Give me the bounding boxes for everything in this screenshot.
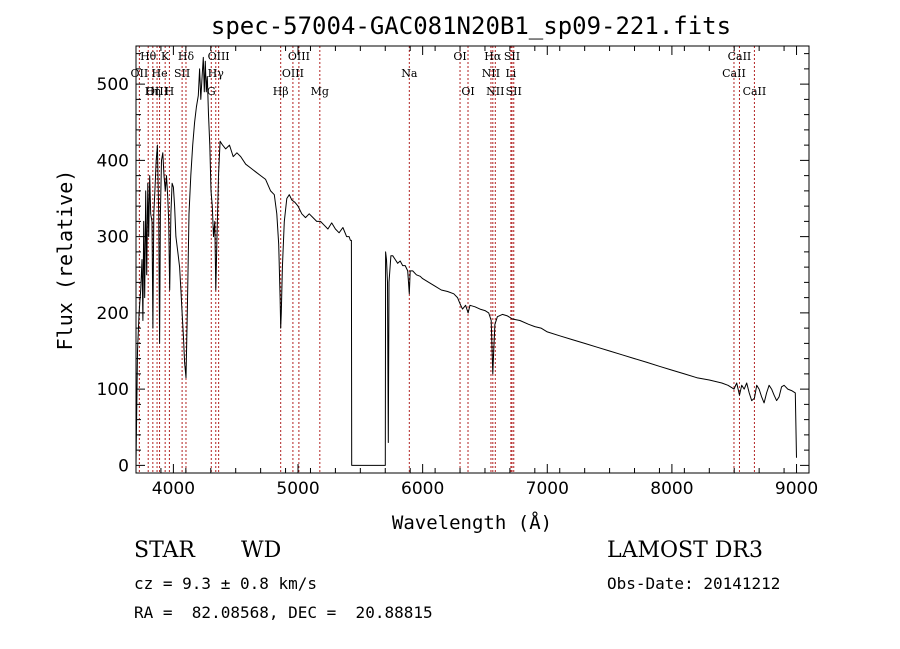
- x-tick-label: 5000: [276, 479, 319, 499]
- line-markers: [138, 46, 755, 473]
- marker-label: Na: [401, 67, 418, 80]
- marker-label: G: [207, 85, 216, 98]
- marker-label: H: [165, 85, 175, 98]
- marker-label: OIII: [288, 50, 310, 63]
- marker-label: Hθ: [140, 50, 157, 63]
- marker-label: OIII: [208, 50, 230, 63]
- coordinates: RA = 82.08568, DEC = 20.88815: [134, 603, 433, 622]
- x-tick-label: 4000: [152, 479, 195, 499]
- marker-label: CaII: [728, 50, 752, 63]
- object-class: STAR: [134, 538, 195, 563]
- marker-label: SII: [174, 67, 190, 80]
- x-axis-label: Wavelength (Å): [392, 511, 552, 534]
- marker-label: Hη: [145, 85, 161, 98]
- spectrum-line: [135, 56, 797, 466]
- marker-label: OII: [131, 67, 149, 80]
- marker-label: SII: [506, 85, 522, 98]
- marker-label: SII: [504, 50, 520, 63]
- marker-label: OI: [461, 85, 474, 98]
- survey-name: LAMOST DR3: [607, 538, 763, 563]
- marker-label: K: [161, 50, 170, 63]
- y-axis-label: Flux (relative): [53, 170, 77, 351]
- marker-label: Hγ: [208, 67, 225, 80]
- y-tick-label: 500: [97, 75, 129, 95]
- series-group: [135, 56, 797, 466]
- x-tick-label: 9000: [775, 479, 818, 499]
- x-tick-label: 8000: [650, 479, 693, 499]
- marker-label: Mg: [311, 85, 329, 98]
- marker-label: NII: [482, 67, 500, 80]
- marker-label: CaII: [722, 67, 746, 80]
- y-tick-label: 400: [97, 151, 129, 171]
- plot-frame: [135, 45, 810, 474]
- marker-label: OI: [453, 50, 466, 63]
- marker-label: OIII: [146, 85, 168, 98]
- marker-labels: Hθ OII OIII He Hη K H SII Hδ OIII Hγ G Hβ OIII OIII Mg N…: [131, 50, 767, 98]
- marker-label: Hδ: [178, 50, 195, 63]
- y-tick-label: 300: [97, 228, 129, 248]
- x-tick-label: 7000: [526, 479, 569, 499]
- y-tick-label: 200: [97, 304, 129, 324]
- marker-label: Li: [505, 67, 516, 80]
- marker-label: He: [152, 67, 168, 80]
- axes: 4000 5000 6000 7000 8000 9000 0 100 200 300 400 500: [97, 45, 818, 499]
- x-tick-label: 6000: [401, 479, 444, 499]
- object-subclass: WD: [241, 538, 282, 563]
- marker-label: OIII: [282, 67, 304, 80]
- marker-label: Hβ: [273, 85, 289, 98]
- chart-title: spec-57004-GAC081N20B1_sp09-221.fits: [211, 12, 731, 40]
- marker-label: Hα: [484, 50, 502, 63]
- marker-label: NII: [486, 85, 504, 98]
- y-tick-label: 100: [97, 380, 129, 400]
- y-tick-label: 0: [118, 456, 129, 476]
- obs-date: Obs-Date: 20141212: [607, 574, 781, 593]
- redshift-value: cz = 9.3 ± 0.8 km/s: [134, 574, 318, 593]
- marker-label: CaII: [743, 85, 767, 98]
